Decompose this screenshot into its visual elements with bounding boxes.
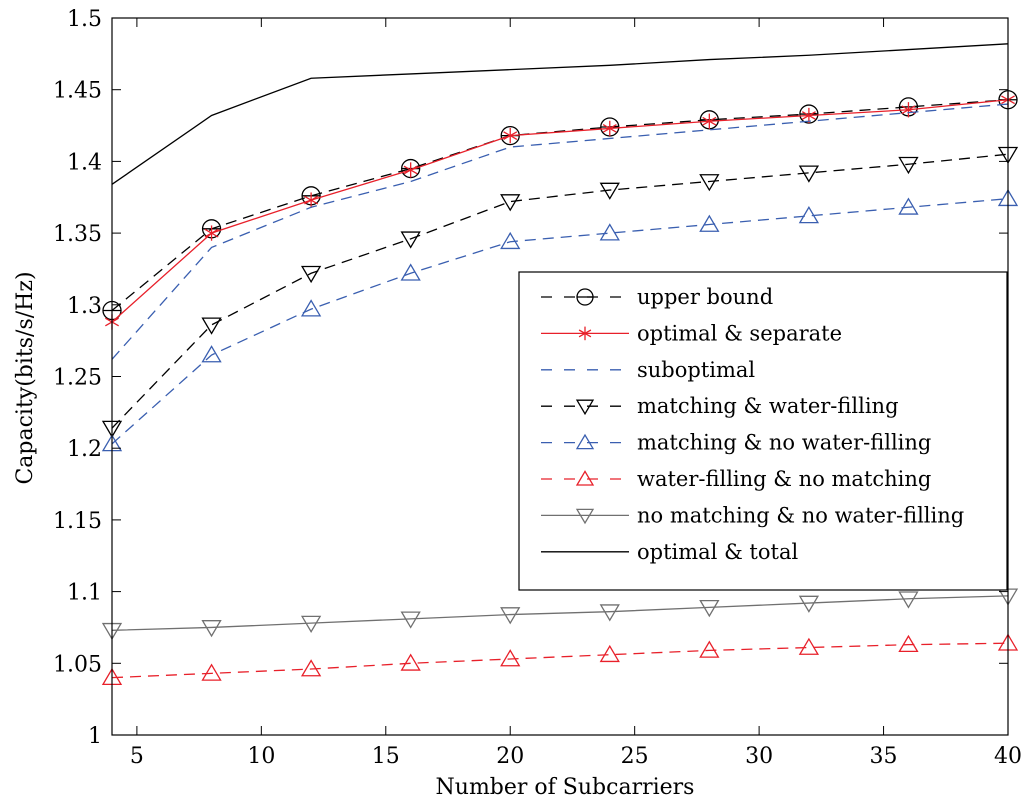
- legend-label: upper bound: [637, 285, 773, 309]
- data-point: [400, 231, 421, 249]
- legend-marker: [575, 508, 595, 525]
- data-point: [602, 120, 617, 137]
- data-point: [898, 156, 919, 175]
- x-axis-label: Number of Subcarriers: [436, 775, 695, 800]
- legend-label: suboptimal: [637, 358, 755, 382]
- y-tick-label: 1.4: [67, 150, 102, 175]
- legend-label: matching & water-filling: [637, 394, 899, 418]
- legend-label: water-filling & no matching: [637, 467, 931, 491]
- axes: 5 10 15 20 25 30 35 40 1 1.05 1.1 1.15 1.2 1.25 1.3 1.3…: [53, 7, 1022, 769]
- legend-box: [518, 271, 1008, 591]
- legend-marker: [578, 326, 592, 341]
- legend: upper bound optimal & separate suboptimal m…: [518, 271, 1008, 591]
- data-point: [898, 634, 919, 653]
- data-point: [300, 659, 322, 677]
- data-point: [599, 604, 620, 622]
- legend-marker: [575, 433, 595, 450]
- data-point: [300, 615, 322, 633]
- data-point: [699, 174, 720, 192]
- series-2: [111, 103, 1009, 360]
- series-line: [111, 153, 1009, 429]
- x-tick-label: 10: [247, 744, 275, 769]
- x-tick-label: 40: [994, 744, 1022, 769]
- data-point: [201, 345, 222, 363]
- series-line: [111, 103, 1009, 360]
- x-tick-label: 15: [372, 744, 400, 769]
- data-point: [500, 231, 521, 250]
- x-tick-label: 25: [621, 744, 649, 769]
- series-line: [111, 642, 1009, 679]
- y-axis-label: Capacity(bits/s/Hz): [13, 271, 38, 484]
- legend-entry-3: matching & water-filling: [541, 394, 899, 418]
- data-point: [798, 206, 820, 224]
- series-line: [111, 43, 1009, 185]
- y-tick-label: 1: [88, 724, 102, 749]
- data-point: [201, 620, 222, 638]
- data-point: [798, 637, 820, 655]
- y-tick-label: 1.25: [53, 366, 102, 391]
- legend-entry-2: suboptimal: [541, 358, 755, 382]
- data-point: [300, 265, 322, 284]
- series-4: [101, 188, 1019, 452]
- y-tick-label: 1.3: [67, 294, 102, 319]
- data-point: [798, 595, 820, 613]
- legend-entry-6: no matching & no water-filling: [541, 503, 964, 527]
- data-point: [798, 165, 820, 183]
- y-tick-label: 1.1: [67, 581, 102, 606]
- series-7: [111, 43, 1009, 185]
- series-line: [111, 198, 1009, 445]
- series-3: [101, 146, 1019, 438]
- legend-label: no matching & no water-filling: [637, 503, 964, 527]
- y-tick-label: 1.45: [53, 79, 102, 104]
- data-point: [699, 214, 720, 232]
- legend-entry-5: water-filling & no matching: [541, 467, 931, 491]
- legend-marker: [575, 399, 595, 416]
- data-point: [500, 607, 521, 625]
- series-line: [111, 595, 1009, 631]
- legend-label: optimal & separate: [637, 321, 842, 345]
- y-tick-label: 1.5: [67, 7, 102, 32]
- y-tick-label: 1.05: [53, 652, 102, 677]
- y-tick-label: 1.2: [67, 437, 102, 462]
- legend-entry-7: optimal & total: [541, 540, 798, 564]
- data-point: [304, 192, 319, 208]
- data-point: [300, 299, 322, 317]
- legend-label: matching & no water-filling: [637, 431, 931, 455]
- x-tick-label: 30: [745, 744, 773, 769]
- series-5: [101, 633, 1019, 686]
- data-point: [201, 663, 222, 681]
- legend-marker: [575, 470, 595, 486]
- data-point: [702, 113, 717, 129]
- data-point: [503, 127, 518, 144]
- y-tick-label: 1.35: [53, 222, 102, 247]
- data-point: [204, 225, 219, 241]
- x-tick-label: 20: [496, 744, 524, 769]
- x-tick-label: 35: [870, 744, 898, 769]
- data-point: [599, 644, 620, 663]
- legend-entry-1: optimal & separate: [541, 321, 842, 345]
- data-point: [400, 263, 421, 281]
- data-point: [699, 640, 720, 658]
- data-point: [500, 649, 521, 667]
- series-6: [101, 588, 1019, 641]
- data-point: [599, 182, 620, 200]
- data-point: [500, 194, 521, 212]
- series-line: [111, 99, 1009, 323]
- data-point: [201, 317, 222, 335]
- legend-entry-4: matching & no water-filling: [541, 431, 931, 455]
- data-point: [400, 653, 421, 671]
- data-point: [599, 223, 620, 241]
- legend-label: optimal & total: [637, 540, 798, 564]
- x-tick-label: 5: [130, 744, 144, 769]
- legend-marker: [576, 288, 594, 306]
- data-point: [699, 599, 720, 618]
- data-point: [403, 162, 418, 178]
- data-point: [400, 611, 421, 629]
- legend-entry-0: upper bound: [541, 285, 773, 309]
- series-line: [111, 99, 1009, 312]
- data-point: [898, 591, 919, 609]
- data-point: [898, 197, 919, 215]
- y-tick-label: 1.15: [53, 509, 102, 534]
